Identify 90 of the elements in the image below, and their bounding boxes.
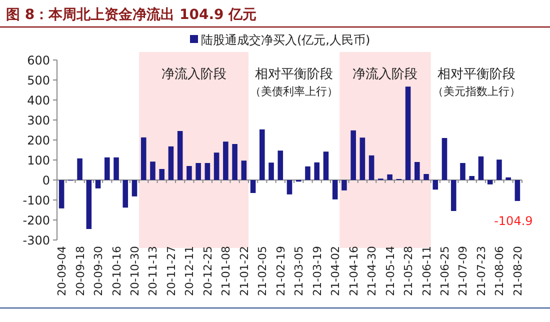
annotation: 相对平衡阶段（美元指数上行） [432, 67, 520, 98]
bar [122, 180, 128, 208]
bar [77, 158, 82, 180]
bar [469, 176, 474, 180]
y-tick-label: -200 [22, 214, 50, 228]
bar [140, 137, 146, 180]
y-tick-label: 100 [27, 154, 50, 168]
bar [196, 163, 201, 180]
x-tick-label: 21-02-05 [256, 246, 270, 296]
x-tick-label: 21-01-22 [238, 246, 251, 296]
bar [514, 180, 520, 201]
bar [278, 150, 284, 180]
bar [204, 163, 210, 180]
bar [450, 180, 456, 211]
bar [186, 166, 192, 180]
x-tick-label: 21-08-20 [511, 246, 524, 296]
bar [58, 180, 64, 208]
x-tick-label: 21-08-06 [493, 246, 506, 296]
x-tick-label: 20-10-30 [128, 246, 142, 296]
bar [95, 180, 101, 188]
bar [360, 138, 366, 180]
bar [86, 180, 92, 229]
x-tick-label: 21-07-23 [474, 246, 488, 296]
y-tick-label: 300 [27, 114, 50, 128]
bar [250, 180, 256, 193]
x-tick-label: 21-03-05 [292, 246, 306, 296]
band-label: 净流入阶段 [161, 66, 226, 82]
bar [506, 177, 511, 180]
bar [104, 157, 110, 180]
bar [260, 129, 265, 180]
x-tick-label: 21-05-28 [402, 246, 416, 296]
bar [286, 180, 292, 194]
bar [332, 180, 338, 200]
bar [424, 174, 429, 180]
bar [323, 152, 329, 180]
x-tick-label: 20-12-25 [201, 246, 214, 296]
x-tick-label: 20-12-11 [183, 246, 196, 296]
x-tick-label: 20-09-30 [92, 246, 106, 296]
x-tick-label: 20-10-16 [110, 246, 124, 296]
bar [432, 180, 438, 190]
bar [241, 160, 247, 180]
bar [268, 162, 274, 180]
bar [487, 180, 493, 184]
chart-title: 图 8：本周北上资金净流出 104.9 亿元 [6, 6, 257, 23]
x-tick-label: 20-09-04 [56, 246, 69, 296]
x-tick-label: 21-04-30 [366, 246, 379, 296]
y-tick-label: 400 [27, 94, 50, 108]
bar [350, 130, 356, 180]
bar [496, 160, 502, 180]
bar [314, 162, 320, 180]
x-tick-label: 21-05-14 [384, 246, 397, 296]
bar [232, 144, 238, 180]
y-tick-label: -100 [22, 194, 50, 208]
y-tick-label: -300 [22, 234, 50, 248]
bar [114, 157, 119, 180]
band-label: 净流入阶段 [352, 66, 418, 82]
x-tick-label: 21-04-16 [347, 246, 360, 296]
bar [368, 155, 374, 180]
x-tick-label: 20-11-13 [146, 246, 160, 296]
y-tick-label: 600 [27, 54, 50, 68]
x-tick-label: 20-09-18 [74, 246, 87, 296]
annotation: 相对平衡阶段（美债利率上行） [250, 67, 338, 98]
bar [168, 146, 174, 180]
bar [460, 163, 466, 180]
bar [442, 138, 448, 180]
bar [342, 180, 347, 190]
y-tick-label: 500 [27, 74, 50, 88]
bar [305, 166, 310, 180]
y-tick-label: 200 [27, 134, 50, 148]
x-tick-label: 21-01-08 [220, 246, 233, 296]
bar [159, 169, 164, 180]
bar [405, 86, 411, 180]
x-tick-label: 21-06-11 [420, 246, 434, 296]
x-tick-label: 21-07-09 [456, 246, 470, 296]
bar [150, 162, 156, 180]
x-tick-label: 21-06-25 [438, 246, 452, 296]
bar [387, 174, 392, 180]
x-tick-label: 21-03-19 [310, 246, 324, 296]
y-tick-label: 0 [42, 174, 50, 188]
bar [223, 142, 228, 180]
bar [478, 156, 484, 180]
bar [414, 162, 420, 180]
bar [214, 152, 220, 180]
bar [132, 180, 138, 196]
legend-label: 陆股通成交净买入(亿元,人民币) [201, 33, 370, 47]
x-tick-label: 21-02-19 [274, 246, 288, 296]
bar [177, 131, 183, 180]
x-tick-label: 21-04-02 [329, 246, 342, 296]
x-tick-label: 20-11-27 [164, 246, 178, 296]
annotation: -104.9 [494, 214, 533, 228]
